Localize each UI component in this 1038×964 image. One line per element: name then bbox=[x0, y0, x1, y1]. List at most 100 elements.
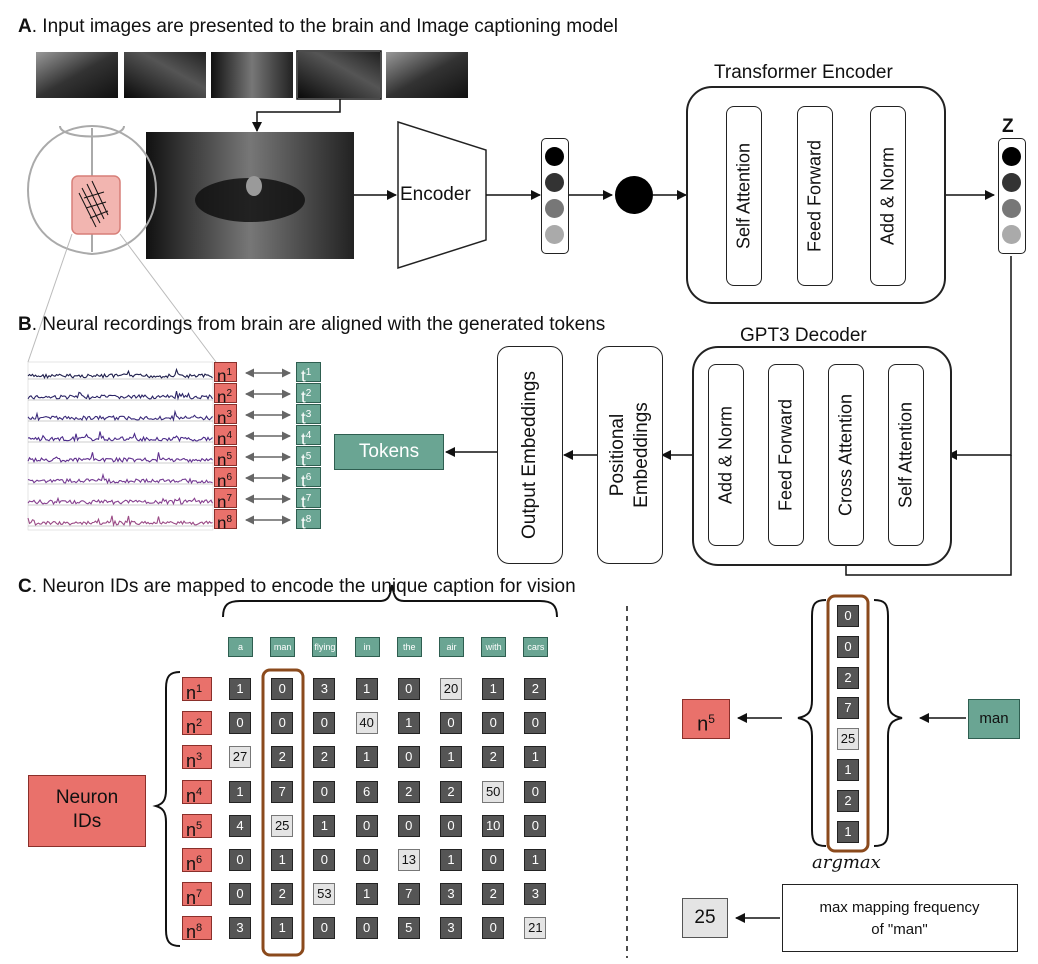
column-label-with: with bbox=[481, 637, 507, 657]
table-cell: 0 bbox=[229, 849, 251, 871]
table-cell: 0 bbox=[355, 849, 378, 871]
table-cell: 1 bbox=[524, 746, 547, 769]
column-label-man: man bbox=[270, 637, 296, 657]
table-cell: 1 bbox=[313, 814, 336, 837]
table-cell: 0 bbox=[524, 780, 547, 803]
table-cell: 1 bbox=[271, 917, 294, 940]
trace-token-label-6: t6 bbox=[296, 467, 321, 491]
neuron-ids-box: Neuron IDs bbox=[28, 775, 146, 847]
table-cell: 1 bbox=[482, 678, 505, 700]
positional-embeddings-block: Positional Embeddings bbox=[597, 346, 663, 564]
table-cell: 7 bbox=[271, 780, 294, 803]
table-cell: 21 bbox=[524, 917, 547, 940]
transformer-encoder-title: Transformer Encoder bbox=[714, 62, 893, 83]
table-cell: 1 bbox=[524, 849, 547, 871]
neural-trace-5 bbox=[27, 452, 213, 464]
z-vector bbox=[998, 138, 1026, 254]
table-cell: 0 bbox=[313, 712, 336, 735]
table-cell: 3 bbox=[440, 883, 462, 906]
table-cell: 1 bbox=[355, 678, 378, 700]
argmax-column-highlight bbox=[826, 594, 870, 853]
table-cell: 0 bbox=[313, 780, 336, 803]
table-cell: 0 bbox=[355, 917, 378, 940]
encoder-label: Encoder bbox=[400, 184, 471, 205]
neural-trace-8 bbox=[27, 515, 213, 528]
decoder-add-norm-block: Add & Norm bbox=[708, 364, 744, 546]
trace-token-label-8: t8 bbox=[296, 509, 321, 533]
table-cell: 7 bbox=[397, 883, 420, 906]
argmax-cell: 0 bbox=[837, 635, 859, 658]
table-cell: 0 bbox=[440, 814, 462, 837]
row-label-n2: n2 bbox=[182, 711, 212, 737]
table-cell: 1 bbox=[440, 849, 462, 871]
table-cell: 0 bbox=[355, 814, 378, 837]
column-label-the: the bbox=[396, 637, 422, 657]
pooled-feature-dot bbox=[615, 176, 653, 214]
table-cell: 2 bbox=[524, 678, 547, 700]
image-feature-vector bbox=[541, 138, 569, 254]
table-cell: 10 bbox=[482, 814, 505, 837]
columns-brace bbox=[222, 584, 558, 618]
row-label-n6: n6 bbox=[182, 848, 212, 874]
section-c-title: C. Neuron IDs are mapped to encode the u… bbox=[18, 576, 576, 597]
trace-neuron-label-8: n8 bbox=[214, 509, 237, 533]
table-cell: 1 bbox=[229, 678, 251, 700]
encoder-add-norm-block: Add & Norm bbox=[870, 106, 906, 286]
neuron-ids-line1: Neuron bbox=[55, 787, 119, 808]
table-cell: 1 bbox=[355, 883, 378, 906]
gpt3-decoder-title: GPT3 Decoder bbox=[740, 325, 867, 346]
decoder-cross-attention-block: Cross Attention bbox=[828, 364, 864, 546]
trace-neuron-label-3: n3 bbox=[214, 404, 237, 428]
rows-brace bbox=[152, 671, 181, 947]
column-label-in: in bbox=[354, 637, 380, 657]
neural-trace-1 bbox=[27, 367, 213, 380]
row-label-n5: n5 bbox=[182, 813, 212, 840]
table-cell: 0 bbox=[271, 678, 294, 700]
row-label-n3: n3 bbox=[182, 745, 212, 771]
row-label-n4: n4 bbox=[182, 779, 212, 806]
table-cell: 5 bbox=[397, 917, 420, 940]
table-cell: 3 bbox=[313, 678, 336, 700]
table-cell: 0 bbox=[440, 712, 462, 735]
man-column-highlight bbox=[261, 668, 305, 957]
trace-token-label-7: t7 bbox=[296, 488, 321, 512]
trace-neuron-label-5: n5 bbox=[214, 446, 237, 470]
table-cell: 1 bbox=[229, 780, 251, 803]
table-cell: 0 bbox=[482, 917, 505, 940]
table-cell: 6 bbox=[355, 780, 378, 803]
table-cell: 2 bbox=[313, 746, 336, 769]
argmax-output-neuron: n5 bbox=[682, 699, 730, 739]
table-cell: 2 bbox=[271, 746, 294, 769]
encoder-feed-forward-block: Feed Forward bbox=[797, 106, 833, 286]
thumbnail-image-2 bbox=[124, 52, 206, 98]
section-a-title: A. Input images are presented to the bra… bbox=[18, 16, 618, 37]
trace-panel bbox=[27, 361, 214, 531]
column-label-air: air bbox=[439, 637, 464, 657]
argmax-cell: 2 bbox=[837, 789, 859, 812]
table-cell: 0 bbox=[271, 712, 294, 735]
column-label-flying: flying bbox=[312, 637, 338, 657]
neuron-ids-line2: IDs bbox=[72, 811, 102, 832]
thumbnail-image-3 bbox=[211, 52, 293, 98]
table-cell: 0 bbox=[482, 712, 505, 735]
table-cell: 50 bbox=[482, 780, 505, 803]
table-cell: 1 bbox=[397, 712, 420, 735]
table-cell: 0 bbox=[397, 746, 420, 769]
thumbnail-image-1 bbox=[36, 52, 118, 98]
neural-trace-3 bbox=[27, 409, 213, 422]
row-label-n1: n1 bbox=[182, 677, 212, 703]
trace-neuron-label-6: n6 bbox=[214, 467, 237, 491]
neural-trace-7 bbox=[27, 496, 213, 506]
trace-token-label-5: t5 bbox=[296, 446, 321, 470]
argmax-input-word: man bbox=[968, 699, 1020, 739]
table-cell: 2 bbox=[482, 883, 505, 906]
row-label-n8: n8 bbox=[182, 916, 212, 942]
neural-trace-4 bbox=[27, 431, 213, 443]
thumbnail-image-5 bbox=[386, 52, 468, 98]
table-cell: 25 bbox=[271, 814, 294, 837]
table-cell: 53 bbox=[313, 883, 336, 906]
table-cell: 0 bbox=[313, 849, 336, 871]
argmax-label: argmax bbox=[812, 852, 881, 873]
